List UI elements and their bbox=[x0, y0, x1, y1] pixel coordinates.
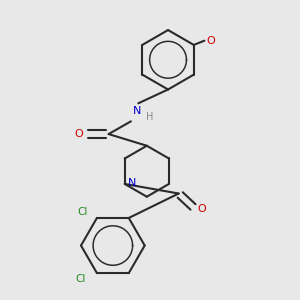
Text: O: O bbox=[206, 36, 215, 46]
Text: Cl: Cl bbox=[77, 207, 87, 217]
Text: Cl: Cl bbox=[76, 274, 86, 284]
Text: O: O bbox=[74, 129, 83, 139]
Text: O: O bbox=[198, 204, 206, 214]
Text: H: H bbox=[146, 112, 154, 122]
Text: N: N bbox=[133, 106, 141, 116]
Text: N: N bbox=[128, 178, 136, 188]
